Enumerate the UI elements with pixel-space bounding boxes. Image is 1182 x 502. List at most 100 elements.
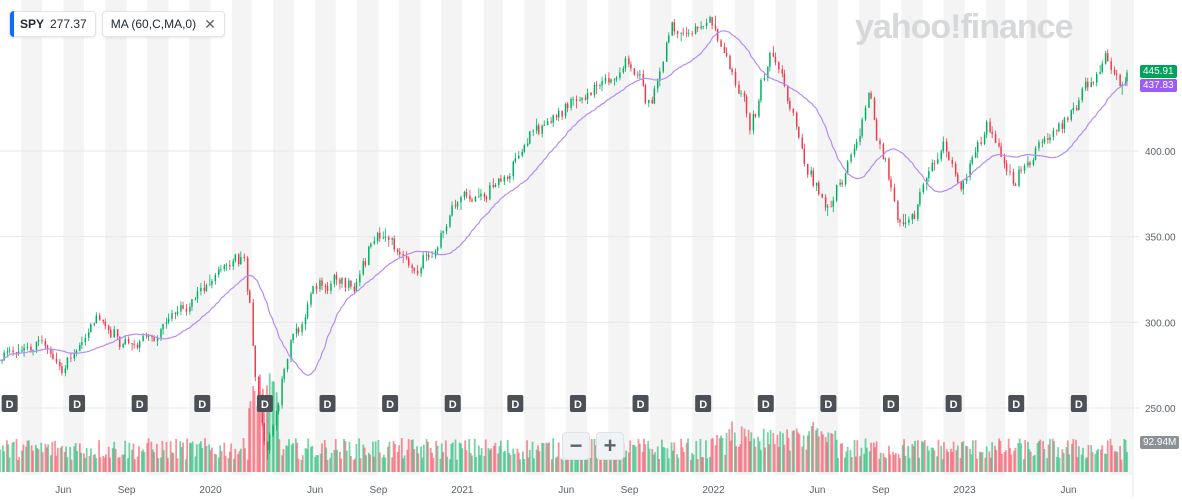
volume-bar <box>533 458 535 472</box>
volume-bar <box>244 448 246 472</box>
volume-bar <box>1072 438 1075 472</box>
volume-bar <box>50 455 52 472</box>
volume-bar <box>872 442 875 472</box>
candle-body <box>463 191 466 198</box>
volume-bar <box>846 446 849 472</box>
candle-body <box>90 324 92 333</box>
candle-body <box>564 103 567 117</box>
candle-body <box>413 268 415 271</box>
candle-body <box>1110 61 1112 70</box>
candle-body <box>841 182 843 185</box>
volume-bar <box>509 454 512 472</box>
volume-bar <box>1047 444 1050 472</box>
volume-bar <box>766 432 769 472</box>
candle-body <box>774 56 777 63</box>
volume-bar <box>499 440 502 472</box>
candle-body <box>133 344 135 345</box>
candle-body <box>778 62 780 70</box>
candle-body <box>940 151 942 160</box>
candle-body <box>498 178 500 185</box>
candle-body <box>15 352 18 354</box>
volume-bar <box>1020 443 1022 472</box>
volume-bar <box>396 451 399 472</box>
last-price-tag: 445.91 <box>1140 65 1177 79</box>
volume-bar <box>945 449 948 472</box>
candle-body <box>1072 108 1075 111</box>
candle-body <box>427 254 430 258</box>
volume-bar <box>26 440 29 472</box>
volume-bar <box>808 431 811 472</box>
volume-bar <box>933 450 936 472</box>
volume-bar <box>508 452 511 472</box>
month-band <box>273 0 294 475</box>
volume-bar <box>83 453 85 472</box>
candle-body <box>965 177 968 182</box>
volume-bar <box>802 435 805 472</box>
volume-bar <box>411 439 414 472</box>
dividend-marker-label: D <box>261 399 269 411</box>
volume-bar <box>662 447 665 472</box>
candle-body <box>474 196 477 202</box>
symbol-pill[interactable]: SPY 277.37 <box>9 11 96 37</box>
dividend-marker-label: D <box>887 399 895 411</box>
candle-body <box>480 193 482 197</box>
candle-body <box>1113 69 1116 74</box>
x-tick-label: 2021 <box>451 485 474 496</box>
candle-body <box>35 341 38 351</box>
volume-bar <box>911 444 914 472</box>
volume-bar <box>354 458 356 472</box>
volume-bar <box>99 457 102 472</box>
volume-bar <box>733 432 736 472</box>
zoom-out-button[interactable]: − <box>562 432 590 460</box>
candle-body <box>826 206 829 208</box>
volume-bar <box>290 444 293 472</box>
volume-bar <box>122 454 125 472</box>
candle-body <box>537 125 540 134</box>
volume-bar <box>897 454 900 472</box>
candle-body <box>44 340 47 346</box>
candle-body <box>980 142 982 145</box>
volume-bar <box>239 448 242 472</box>
volume-bar <box>830 433 833 472</box>
volume-bar <box>632 444 634 472</box>
volume-bar <box>1007 438 1010 472</box>
volume-bar <box>932 447 934 472</box>
zoom-in-button[interactable]: + <box>596 432 624 460</box>
x-tick-label: Jun <box>55 485 71 496</box>
volume-bar <box>894 452 897 472</box>
candle-body <box>954 163 957 175</box>
candle-body <box>382 237 384 239</box>
candle-body <box>17 351 20 354</box>
volume-bar <box>504 450 506 472</box>
indicator-pill[interactable]: MA (60,C,MA,0) ✕ <box>101 11 225 37</box>
volume-bar <box>315 455 318 472</box>
volume-bar <box>714 445 717 472</box>
volume-bar <box>118 457 121 472</box>
volume-bar <box>835 439 838 472</box>
volume-bar <box>184 459 187 472</box>
x-tick-label: Sep <box>621 485 639 496</box>
volume-bar <box>41 452 44 472</box>
volume-bar <box>32 450 34 472</box>
dividend-marker <box>444 395 461 412</box>
candle-body <box>102 319 104 322</box>
volume-bar <box>142 449 145 472</box>
candle-body <box>976 142 979 153</box>
volume-bar <box>512 448 515 472</box>
candle-body <box>405 255 408 259</box>
candle-body <box>200 287 202 292</box>
candle-body <box>1106 53 1109 62</box>
candle-body <box>962 181 964 190</box>
volume-bar <box>78 443 81 472</box>
volume-bar <box>1109 438 1112 472</box>
volume-bar <box>233 458 235 472</box>
volume-bar <box>951 451 954 472</box>
volume-bar <box>716 434 718 472</box>
volume-bar <box>102 455 105 472</box>
month-band <box>775 0 797 475</box>
volume-bar <box>605 457 608 472</box>
volume-bar <box>417 453 420 472</box>
close-icon[interactable]: ✕ <box>204 15 216 32</box>
